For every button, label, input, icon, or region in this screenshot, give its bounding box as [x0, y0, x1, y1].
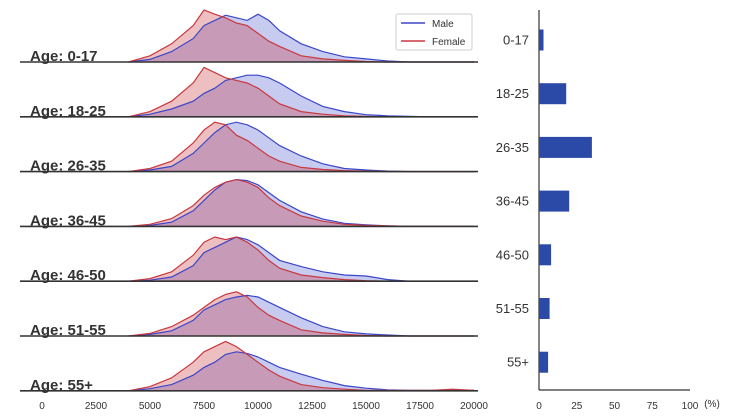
density-area-male	[128, 122, 474, 172]
bar-x-tick-label: 75	[647, 401, 659, 412]
bar	[539, 298, 550, 319]
density-area-male	[128, 14, 474, 62]
bar-x-axis-label: (%)	[704, 399, 720, 410]
x-tick-label: 12500	[298, 401, 326, 412]
bar	[539, 190, 570, 212]
bar-x-tick-label: 25	[571, 401, 583, 412]
ridge-label: Age: 36-45	[30, 212, 106, 229]
x-tick-label: 0	[39, 401, 45, 412]
density-area-female	[128, 341, 474, 391]
density-area-male	[128, 351, 474, 391]
ridge-row-7: Age: 55+	[20, 340, 478, 394]
density-area-female	[128, 67, 474, 117]
ridge-label: Age: 18-25	[30, 103, 106, 120]
density-area-female	[128, 10, 474, 62]
bar-category-label: 0-17	[503, 33, 529, 48]
ridge-label: Age: 51-55	[30, 322, 106, 339]
x-tick-label: 2500	[85, 401, 108, 412]
ridge-label: Age: 46-50	[30, 267, 106, 284]
ridge-row-3: Age: 26-35	[20, 121, 478, 175]
density-area-female	[128, 179, 474, 227]
bar-x-tick-label: 100	[682, 401, 699, 412]
bar-category-label: 51-55	[496, 301, 529, 316]
x-tick-label: 7500	[193, 401, 216, 412]
bar-category-label: 18-25	[496, 86, 529, 101]
bar-category-label: 36-45	[496, 194, 529, 209]
x-tick-label: 17500	[406, 401, 434, 412]
bar	[539, 244, 552, 266]
x-tick-label: 5000	[139, 401, 162, 412]
x-tick-label: 15000	[352, 401, 380, 412]
bar-category-label: 26-35	[496, 140, 529, 155]
ridge-label: Age: 26-35	[30, 158, 106, 175]
x-tick-label: 20000	[460, 401, 488, 412]
bar	[539, 29, 544, 51]
ridgeline-chart: Age: 0-17 Age: 18-25 Age: 26-35 Age: 36-45 A…	[20, 9, 488, 412]
density-area-male	[128, 295, 474, 336]
legend: Male Female	[395, 13, 473, 51]
ridge-row-5: Age: 46-50	[20, 236, 478, 284]
x-tick-label: 10000	[244, 401, 272, 412]
ridge-row-4: Age: 36-45	[20, 178, 478, 229]
bar	[539, 351, 549, 373]
bar	[539, 136, 592, 158]
bar-x-tick-label: 0	[536, 401, 542, 412]
ridge-label: Age: 55+	[30, 377, 93, 394]
ridge-label: Age: 0-17	[30, 48, 98, 65]
density-area-female	[128, 291, 474, 336]
ridge-row-2: Age: 18-25	[20, 66, 478, 120]
legend-label-male: Male	[432, 19, 454, 30]
density-area-male	[128, 179, 474, 227]
bar	[539, 83, 567, 105]
ridge-row-1: Age: 0-17	[20, 9, 478, 65]
ridge-row-6: Age: 51-55	[20, 291, 478, 339]
bar-category-label: 55+	[507, 355, 529, 370]
density-area-female	[128, 122, 474, 172]
bar-chart: 0-17 18-25 26-35 36-45 46-50 51-55 55+ 0 25 50 75 1…	[496, 10, 720, 412]
bar-category-label: 46-50	[496, 247, 529, 262]
legend-label-female: Female	[432, 37, 466, 48]
bar-x-tick-label: 50	[609, 401, 621, 412]
